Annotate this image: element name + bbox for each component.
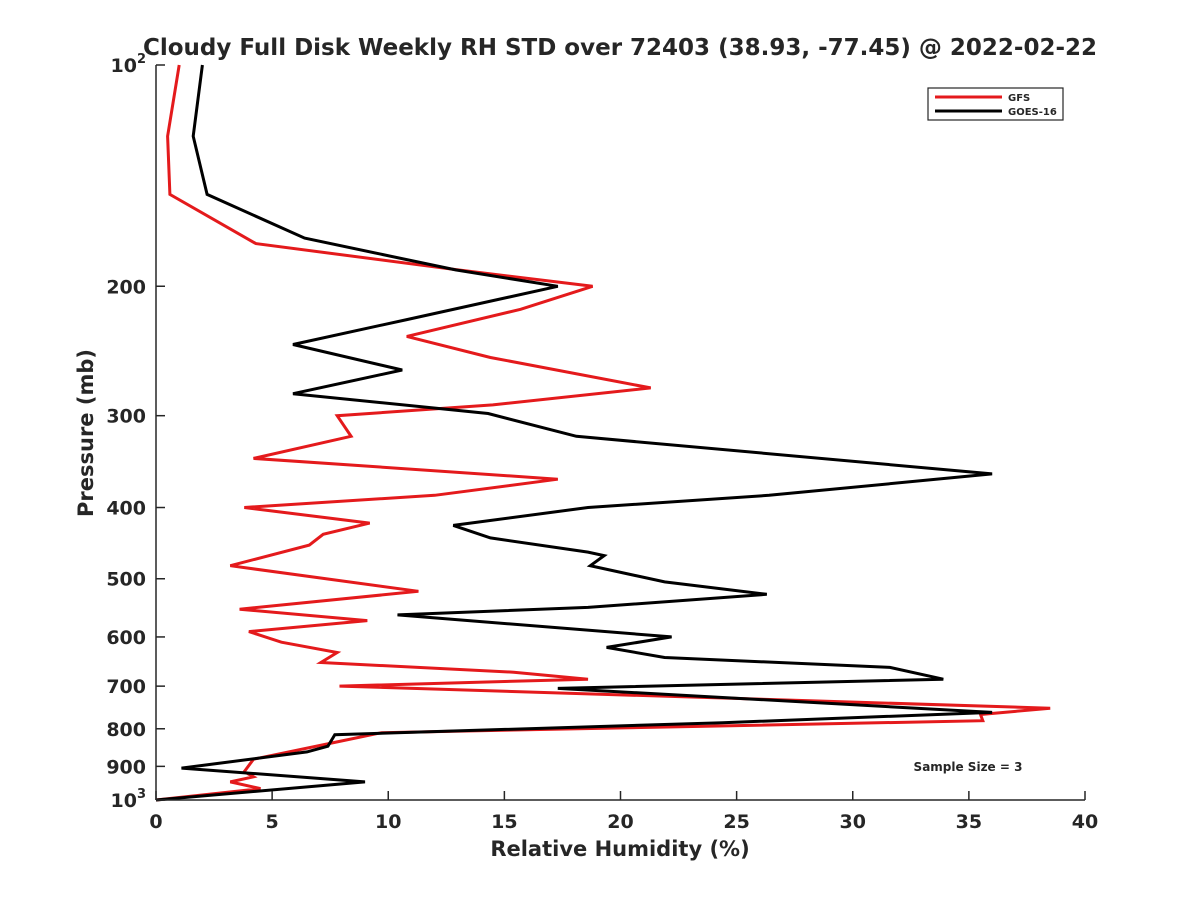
plot-area xyxy=(155,64,1051,802)
y-tick-label: 300 xyxy=(106,406,146,428)
x-ticks: 0 5 10 15 20 25 30 35 40 xyxy=(149,791,1098,833)
y-axis-label: Pressure (mb) xyxy=(74,349,98,517)
x-tick-label: 5 xyxy=(266,811,279,833)
x-tick-label: 10 xyxy=(375,811,401,833)
y-tick-label: 102 xyxy=(111,52,147,77)
x-tick-label: 35 xyxy=(956,811,982,833)
axes xyxy=(155,65,1085,801)
y-tick-label: 900 xyxy=(106,756,146,778)
legend-label-gfs: GFS xyxy=(1008,93,1030,104)
x-tick-label: 20 xyxy=(607,811,633,833)
x-tick-label: 25 xyxy=(723,811,749,833)
legend-label-goes-16: GOES-16 xyxy=(1008,107,1057,118)
sample-size-annotation: Sample Size = 3 xyxy=(914,760,1023,774)
legend-box xyxy=(927,87,1064,121)
y-tick-label: 800 xyxy=(106,719,146,741)
y-tick-label: 600 xyxy=(106,627,146,649)
chart-title: Cloudy Full Disk Weekly RH STD over 7240… xyxy=(143,35,1097,61)
x-tick-label: 15 xyxy=(491,811,517,833)
legend: GFS GOES-16 xyxy=(927,87,1064,121)
y-tick-label: 103 xyxy=(111,787,147,812)
x-axis-label: Relative Humidity (%) xyxy=(490,837,749,861)
y-tick-label: 400 xyxy=(106,498,146,520)
y-tick-label: 500 xyxy=(106,569,146,591)
y-ticks: 102 200 300 400 500 600 700 800 900 103 xyxy=(106,52,165,812)
series-line-goes-16 xyxy=(155,64,993,802)
x-tick-label: 30 xyxy=(840,811,866,833)
x-tick-label: 0 xyxy=(149,811,162,833)
y-tick-label: 700 xyxy=(106,676,146,698)
y-tick-label: 200 xyxy=(106,276,146,298)
x-tick-label: 40 xyxy=(1072,811,1098,833)
